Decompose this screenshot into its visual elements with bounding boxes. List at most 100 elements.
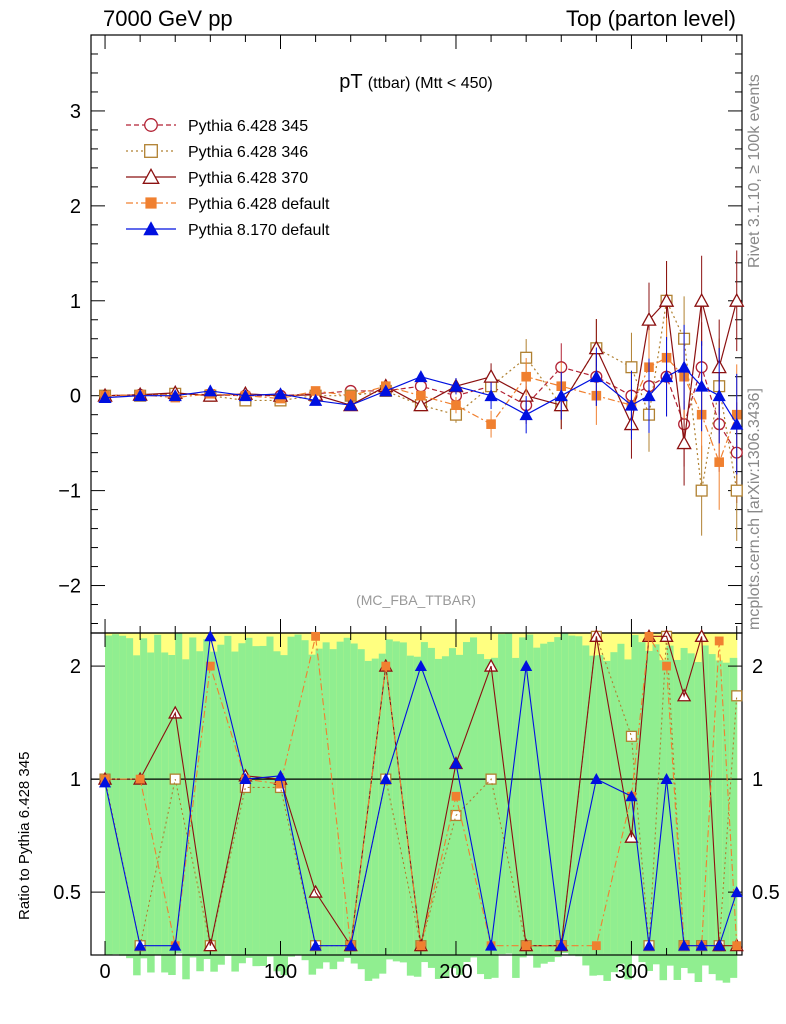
ratio-uncertainty-bands [105, 633, 738, 983]
ratio-tick-label-right: 1 [752, 769, 763, 791]
ratio-plot-frame [90, 632, 743, 956]
data-point [98, 390, 112, 403]
chart-series [97, 250, 745, 541]
ratio-point [644, 631, 654, 641]
ratio-band-green [252, 646, 260, 967]
ratio-y-axis-label: Ratio to Pythia 6.428 345 [16, 751, 33, 920]
ratio-band-green [322, 642, 331, 963]
data-point [730, 417, 744, 430]
data-point [309, 393, 323, 406]
y-tick-label: −2 [58, 576, 81, 598]
ratio-band-green [701, 645, 710, 966]
ratio-band-green [673, 659, 682, 980]
data-point [659, 370, 674, 383]
data-point [486, 419, 496, 429]
data-point [203, 384, 217, 397]
header-right-label: Top (parton level) [566, 6, 736, 31]
ratio-band-green [364, 660, 373, 981]
ratio-band-green [652, 644, 661, 965]
ratio-band-green [280, 655, 289, 976]
ratio-band-green [434, 658, 443, 979]
chart-title: pT (ttbar) (Mtt < 450) [339, 71, 492, 93]
data-point [624, 398, 639, 411]
ratio-band-green [343, 637, 352, 958]
ratio-band-green [392, 641, 401, 962]
ratio-point [731, 690, 743, 702]
data-point [695, 484, 708, 497]
data-point [344, 398, 358, 411]
ratio-band-green [680, 647, 689, 968]
ratio-point [521, 941, 531, 951]
ratio-point [311, 631, 321, 641]
ratio-band-green [491, 657, 499, 978]
ratio-band-green [638, 642, 646, 963]
ratio-band-green [168, 655, 176, 976]
data-point [676, 435, 692, 450]
data-point [484, 389, 498, 402]
ratio-band-green [399, 642, 408, 963]
data-point [168, 389, 182, 402]
ratio-band-green [505, 633, 513, 954]
ratio-band-green [519, 637, 527, 958]
data-point [416, 390, 426, 401]
data-point [133, 389, 147, 402]
ratio-band-green [196, 651, 204, 972]
ratio-line [104, 636, 738, 947]
ratio-band-green [463, 642, 471, 963]
ratio-band-green [659, 660, 668, 981]
data-point [310, 386, 321, 396]
ratio-tick-label-left: 1 [70, 769, 81, 791]
series-line [105, 366, 738, 425]
ratio-band-green [203, 639, 211, 960]
ratio-series [97, 628, 744, 952]
ratio-tick-label-left: 0.5 [53, 882, 81, 904]
data-point [273, 387, 288, 400]
data-point [238, 389, 253, 402]
ratio-band-green [498, 634, 506, 955]
ratio-band-green [406, 655, 415, 976]
ratio-band-green [526, 634, 534, 955]
ratio-band-green [154, 634, 162, 955]
ratio-band-green [427, 647, 436, 968]
y-tick-label: 0 [70, 386, 81, 408]
x-tick-label: 200 [439, 961, 472, 983]
ratio-band-green [357, 649, 366, 970]
ratio-band-green [217, 644, 225, 965]
ratio-band-green [477, 654, 485, 975]
ratio-band-green [119, 635, 127, 956]
data-point [589, 370, 603, 383]
chart-title-main: pT [339, 71, 368, 93]
x-tick-label: 0 [99, 961, 110, 983]
ratio-band-green [603, 660, 611, 981]
ratio-band-green [547, 641, 555, 962]
ratio-line [105, 634, 738, 947]
ratio-band-green [189, 637, 197, 958]
ratio-point [204, 630, 217, 642]
ratio-band-green [617, 643, 625, 964]
ratio-band-green [112, 634, 120, 955]
legend-marker [145, 197, 157, 209]
data-point [642, 389, 656, 402]
chart-legend: Pythia 6.428 345 Pythia 6.428 346 Pythia 6… [126, 118, 330, 239]
data-point [413, 397, 429, 412]
ratio-tick-label-right: 0.5 [752, 882, 780, 904]
legend-label: Pythia 6.428 370 [188, 170, 308, 187]
mcplots-credit-label: mcplots.cern.ch [arXiv:1306.3436] [746, 388, 763, 630]
data-point [451, 400, 461, 410]
data-point [695, 379, 709, 392]
data-point [521, 371, 531, 382]
ratio-band-green [722, 662, 731, 983]
legend-marker [144, 144, 158, 158]
ratio-band-green [126, 638, 134, 959]
legend-label: Pythia 6.428 default [188, 196, 330, 213]
ratio-band-green [301, 640, 310, 961]
ratio-band-green [645, 651, 654, 972]
ratio-band-green [140, 638, 148, 959]
ratio-band-green [687, 653, 696, 974]
ratio-point [98, 776, 112, 788]
data-point [449, 379, 463, 392]
y-tick-label: 1 [70, 291, 81, 313]
ratio-band-green [448, 648, 457, 969]
ratio-band-green [287, 636, 296, 957]
